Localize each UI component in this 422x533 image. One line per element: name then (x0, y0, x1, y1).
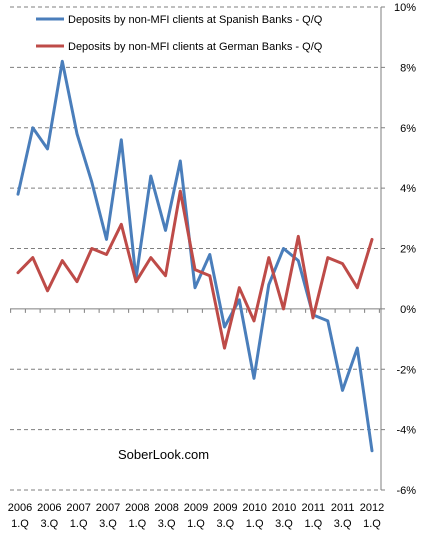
x-tick-year: 2007 (96, 502, 120, 514)
x-tick-year: 2006 (8, 502, 32, 514)
y-tick-label: 8% (400, 62, 416, 74)
y-tick-label: -2% (396, 364, 416, 376)
x-tick-quarter: 3.Q (158, 518, 176, 530)
watermark-annotation: SoberLook.com (118, 447, 209, 462)
series-line-spanish-banks (16, 59, 374, 453)
x-tick-year: 2006 (37, 502, 61, 514)
x-tick-quarter: 3.Q (216, 518, 234, 530)
x-tick-quarter: 1.Q (11, 518, 29, 530)
series-lines (16, 59, 374, 453)
x-tick-year: 2009 (213, 502, 237, 514)
x-tick-quarter: 1.Q (128, 518, 146, 530)
x-tick-quarter: 1.Q (246, 518, 264, 530)
x-tick-year: 2012 (360, 502, 384, 514)
x-tick-year: 2009 (184, 502, 208, 514)
legend-label-spanish-banks: Deposits by non-MFI clients at Spanish B… (68, 14, 323, 26)
x-tick-year: 2011 (331, 502, 355, 514)
x-tick-quarter: 1.Q (304, 518, 322, 530)
x-tick-quarter: 1.Q (70, 518, 88, 530)
y-tick-label: 4% (400, 183, 416, 195)
x-tick-quarter: 1.Q (363, 518, 381, 530)
y-tick-label: 0% (400, 304, 416, 316)
legend-label-german-banks: Deposits by non-MFI clients at German Ba… (68, 41, 323, 53)
axes (10, 6, 385, 491)
x-tick-quarter: 3.Q (40, 518, 58, 530)
legend: Deposits by non-MFI clients at Spanish B… (36, 14, 323, 53)
y-tick-label: 10% (394, 2, 416, 14)
series-line-german-banks (16, 189, 374, 350)
x-tick-year: 2007 (66, 502, 90, 514)
gridlines (10, 6, 381, 491)
x-tick-quarter: 3.Q (275, 518, 293, 530)
y-tick-label: -6% (396, 485, 416, 497)
x-tick-quarter: 3.Q (334, 518, 352, 530)
x-tick-year: 2008 (125, 502, 149, 514)
x-tick-quarter: 3.Q (99, 518, 117, 530)
tick-labels: 10% 8% 6% 4% 2% 0% -2% -4% -6% 2006 1.Q 2006 3.Q 2007… (8, 2, 416, 530)
x-tick-quarter: 1.Q (187, 518, 205, 530)
y-tick-label: 2% (400, 244, 416, 256)
y-tick-label: 6% (400, 123, 416, 135)
y-tick-label: -4% (396, 425, 416, 437)
x-tick-year: 2010 (272, 502, 296, 514)
x-tick-year: 2008 (154, 502, 178, 514)
x-tick-year: 2010 (242, 502, 266, 514)
x-tick-year: 2011 (302, 502, 326, 514)
